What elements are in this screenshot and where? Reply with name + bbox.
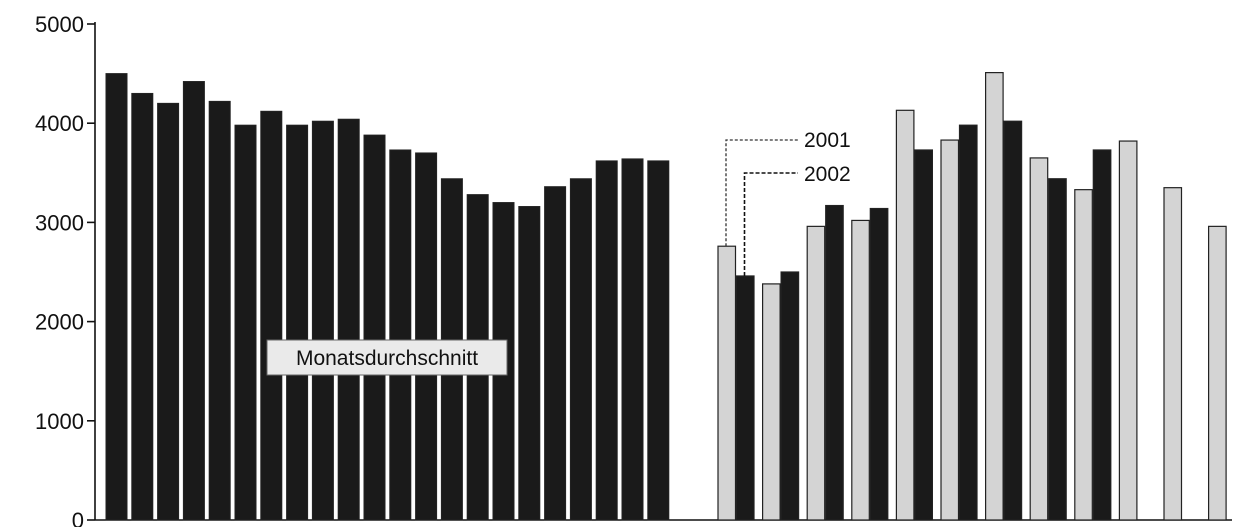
bar-monthly-average xyxy=(311,120,334,521)
bar-monthly-average xyxy=(647,160,670,521)
bar-monthly-average xyxy=(234,124,257,521)
yearly-bars xyxy=(717,72,1227,521)
bar-monthly-average xyxy=(105,73,128,521)
legend: 2001 2002 xyxy=(725,129,851,276)
bar-2001 xyxy=(851,219,870,521)
legend-label-2002: 2002 xyxy=(804,163,851,186)
bar-monthly-average xyxy=(157,102,180,521)
bar-2001 xyxy=(895,109,915,521)
bar-2002 xyxy=(825,204,844,521)
bar-monthly-average xyxy=(544,186,567,521)
bar-monthly-average xyxy=(131,92,154,521)
bar-2002 xyxy=(958,124,978,521)
bar-monthly-average xyxy=(182,81,205,521)
bar-monthly-average xyxy=(260,110,283,521)
bar-2001 xyxy=(761,283,781,521)
bar-monthly-average xyxy=(595,160,618,521)
bar-monthly-average xyxy=(363,134,386,521)
bar-monthly-average xyxy=(286,124,309,521)
bar-2002 xyxy=(869,207,889,521)
legend-label-2001: 2001 xyxy=(804,129,851,152)
axes: 0 1000 2000 3000 4000 5000 xyxy=(35,12,1232,527)
bar-2002 xyxy=(914,149,934,521)
bar-2001 xyxy=(1163,187,1183,521)
bar-2002 xyxy=(780,271,800,521)
bar-monthly-average xyxy=(208,100,231,521)
bar-monthly-average xyxy=(415,152,438,521)
y-tick-label: 4000 xyxy=(35,111,84,136)
annotation-text: Monatsdurchschnitt xyxy=(296,347,478,370)
bar-2002 xyxy=(735,275,755,521)
legend-leader-2001 xyxy=(725,139,798,247)
bar-2001 xyxy=(1029,157,1049,521)
bar-2001 xyxy=(1118,140,1138,521)
annotation: Monatsdurchschnitt xyxy=(266,339,508,376)
bar-monthly-average xyxy=(337,118,360,521)
y-tick-label: 1000 xyxy=(35,409,84,434)
bar-monthly-average xyxy=(569,178,592,521)
y-tick-label: 0 xyxy=(72,508,84,527)
bar-2001 xyxy=(806,225,826,521)
bar-2001 xyxy=(984,72,1004,521)
bar-monthly-average xyxy=(389,149,412,521)
monthly-average-bars xyxy=(105,73,670,521)
y-tick-label: 5000 xyxy=(35,12,84,37)
bar-2001 xyxy=(940,139,960,521)
legend-leader-2002 xyxy=(743,172,798,276)
bar-2001 xyxy=(717,245,737,521)
bar-2002 xyxy=(1003,120,1023,521)
bar-monthly-average xyxy=(621,158,644,521)
bar-monthly-average xyxy=(518,206,541,521)
y-tick-label: 3000 xyxy=(35,210,84,235)
y-tick-label: 2000 xyxy=(35,310,84,335)
bar-2001 xyxy=(1207,225,1227,521)
bar-2002 xyxy=(1048,178,1067,521)
bar-2002 xyxy=(1092,149,1112,521)
annotation-box xyxy=(266,339,508,376)
bar-2001 xyxy=(1074,189,1093,521)
